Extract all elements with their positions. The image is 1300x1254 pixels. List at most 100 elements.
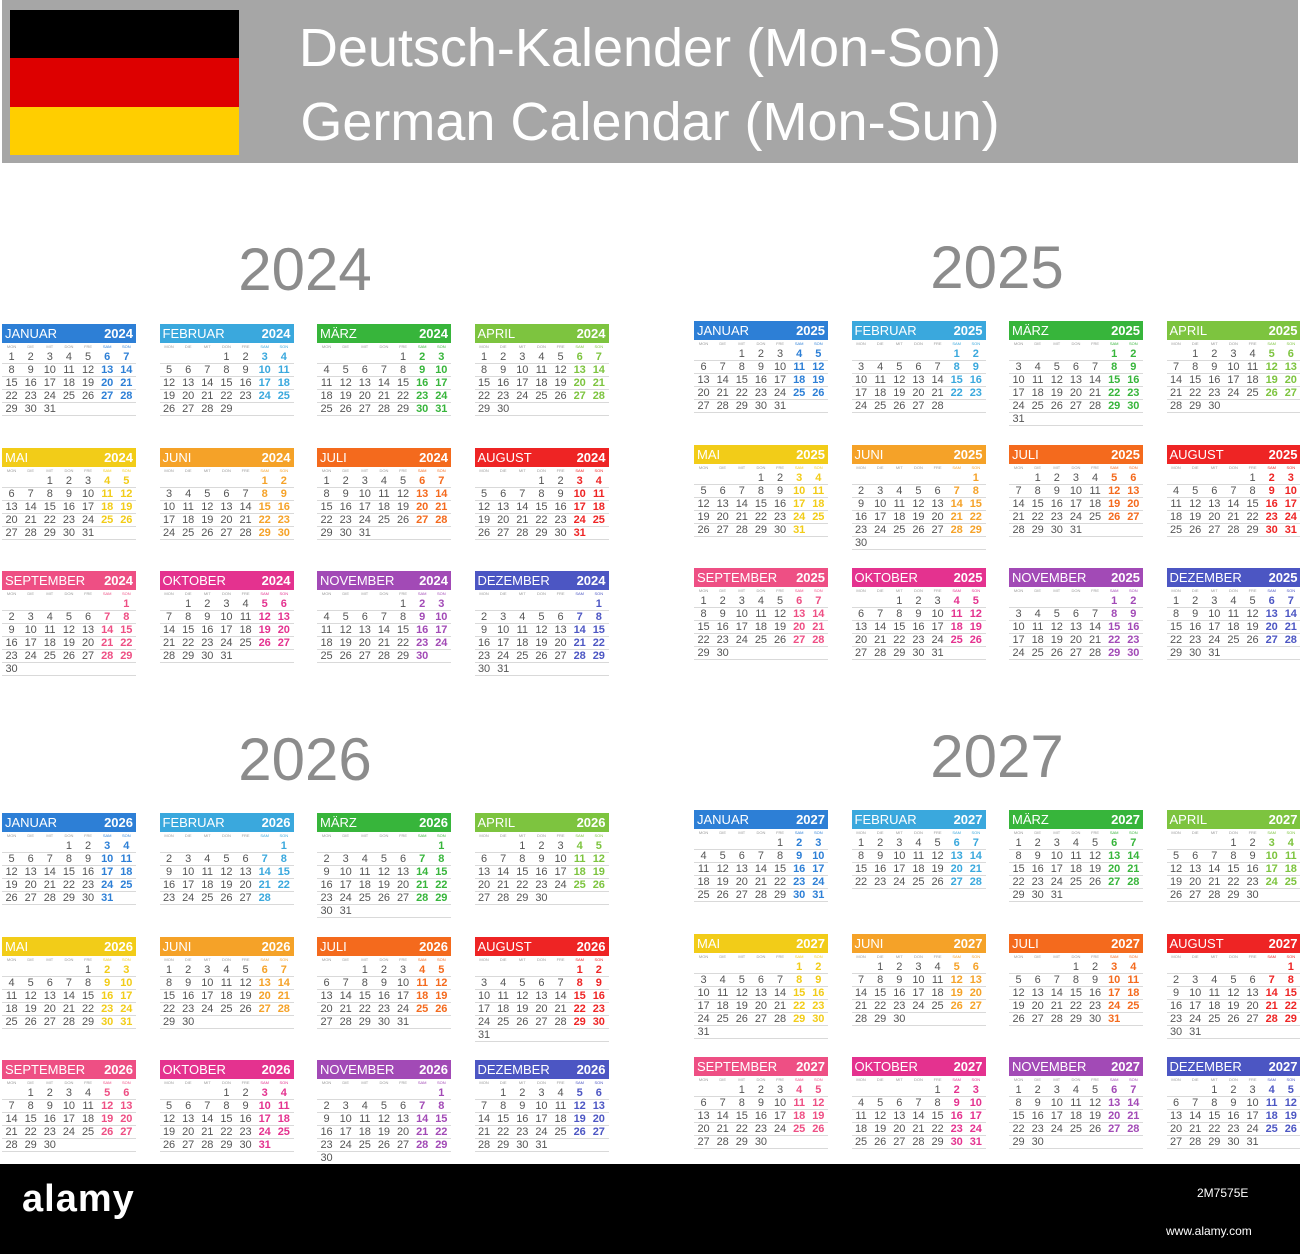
- day-cell: 17: [912, 986, 925, 999]
- day-cell: 28: [1208, 889, 1221, 901]
- day-cell: 17: [931, 621, 944, 633]
- day-cell: 16: [320, 1126, 333, 1138]
- day-cell: 26: [812, 387, 825, 399]
- day-cell: 3: [65, 1087, 72, 1099]
- weekday-label: SON: [279, 467, 289, 473]
- day-cell: 29: [1169, 647, 1183, 659]
- day-cell: 19: [162, 390, 176, 402]
- day-cell: 8: [738, 1097, 745, 1109]
- day-cell: [198, 1016, 217, 1028]
- weekday-label: MIT: [1053, 830, 1061, 835]
- day-cell: 28: [416, 892, 429, 904]
- weekday-header-row: MON DIE MIT DON FRE SAM SON: [694, 464, 828, 472]
- day-cell: 24: [162, 526, 176, 539]
- day-cell: 8: [123, 611, 130, 623]
- day-cell: 3: [361, 474, 368, 487]
- week-row: 16 17 18 19 20 21 22: [1166, 1000, 1300, 1013]
- day-cell: 31: [812, 889, 825, 901]
- day-cell: [751, 1026, 770, 1038]
- day-cell: 1: [1111, 348, 1118, 360]
- day-cell: 21: [497, 879, 510, 891]
- week-row: 27 28 29 30 31: [2, 527, 136, 540]
- day-cell: 11: [1246, 361, 1259, 373]
- month-name: NOVEMBER: [1012, 570, 1087, 585]
- day-cell: 23: [716, 634, 729, 646]
- weekday-header-row: MON DIE MIT DON FRE SAM SON: [475, 1079, 609, 1087]
- day-cell: [790, 1136, 809, 1148]
- day-cell: 26: [950, 999, 963, 1012]
- month-header: JANUAR 2027: [694, 810, 828, 829]
- day-cell: 4: [419, 963, 426, 976]
- weekday-label: SAM: [102, 344, 112, 349]
- weekday-label: MON: [479, 344, 489, 349]
- day-cell: 13: [1069, 374, 1083, 386]
- day-cell: 7: [419, 1100, 426, 1112]
- day-cell: 10: [912, 973, 925, 986]
- week-row: 17 18 19 20 21 22 23: [1009, 387, 1143, 400]
- day-cell: 18: [931, 986, 944, 999]
- day-cell: 7: [576, 611, 583, 623]
- day-cell: 19: [201, 513, 214, 526]
- weekday-label: MIT: [203, 956, 211, 962]
- day-cell: [713, 837, 732, 849]
- weekday-label: DON: [1228, 588, 1238, 593]
- day-cell: 24: [81, 513, 95, 526]
- day-cell: 29: [320, 526, 333, 539]
- day-cell: 24: [1050, 1123, 1063, 1135]
- day-cell: 13: [5, 500, 18, 513]
- day-cell: 20: [1127, 497, 1140, 510]
- day-cell: 11: [592, 487, 605, 500]
- week-row: 17 18 19 20 21 22 23: [474, 1003, 609, 1016]
- day-cell: 2: [1130, 595, 1137, 607]
- weekday-label: MON: [6, 1080, 17, 1085]
- day-cell: 14: [258, 866, 271, 878]
- weekday-label: FRE: [241, 1080, 250, 1085]
- weekday-label: MON: [479, 467, 489, 473]
- day-cell: 23: [239, 1126, 252, 1138]
- month-year: 2025: [1268, 323, 1298, 338]
- day-cell: 10: [358, 487, 371, 500]
- day-cell: 18: [697, 876, 710, 888]
- month-year: 2024: [576, 573, 606, 588]
- weekday-header-row: MON DIE MIT DON FRE SAM SON: [2, 832, 136, 840]
- day-cell: 15: [893, 621, 906, 633]
- month-2027-11: NOVEMBER 2027 MON DIE MIT DON FRE SAM SON 1 2 3 4 5 6 7…: [1009, 1057, 1143, 1171]
- day-cell: 22: [162, 1002, 176, 1015]
- day-cell: 3: [700, 973, 707, 986]
- day-cell: 20: [182, 1126, 195, 1138]
- weekday-label: MIT: [738, 1077, 746, 1082]
- day-cell: 17: [773, 1110, 787, 1122]
- day-cell: 23: [182, 1002, 195, 1015]
- day-cell: 4: [796, 348, 803, 360]
- weekday-label: DIE: [27, 344, 35, 349]
- day-cell: 28: [716, 1136, 729, 1148]
- day-cell: 22: [773, 876, 787, 888]
- day-cell: 28: [573, 650, 586, 662]
- day-cell: 9: [166, 866, 173, 878]
- weekday-label: DIE: [719, 830, 727, 835]
- day-cell: 27: [497, 526, 510, 539]
- day-cell: [1009, 348, 1028, 360]
- day-cell: 26: [1088, 876, 1102, 888]
- day-cell: 31: [793, 523, 806, 536]
- month-name: FEBRUAR: [854, 812, 917, 827]
- week-row: 27 28 29 30 31: [1166, 1136, 1300, 1149]
- day-cell: 9: [1173, 986, 1180, 999]
- day-cell: 28: [339, 1015, 352, 1028]
- month-header: JUNI 2025: [851, 444, 986, 464]
- day-cell: 28: [812, 634, 825, 646]
- day-cell: 21: [773, 999, 787, 1012]
- day-cell: 4: [1287, 837, 1294, 849]
- day-cell: 16: [497, 377, 510, 389]
- day-cell: 2: [46, 1087, 53, 1099]
- day-cell: 10: [793, 484, 806, 497]
- week-row: 1: [317, 1087, 451, 1100]
- month-2025-7: JULI 2025 MON DIE MIT DON FRE SAM SON 1 2 3 4 5 6 7 8 9 10…: [1009, 444, 1143, 559]
- day-cell: 29: [592, 650, 605, 662]
- day-cell: 23: [1050, 510, 1063, 523]
- day-cell: 19: [1246, 621, 1259, 633]
